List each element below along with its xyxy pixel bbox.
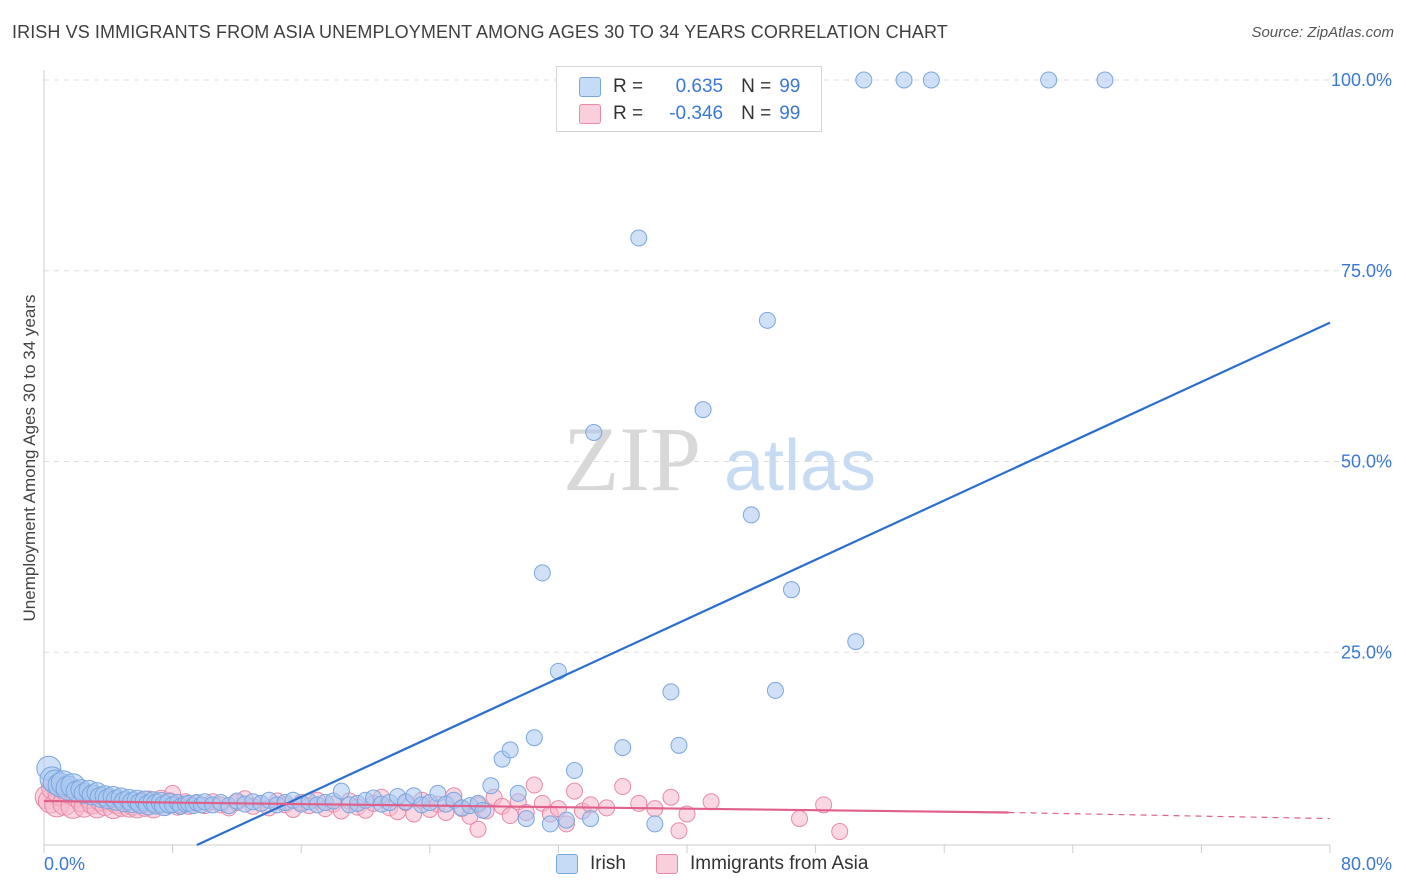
y-axis-label: Unemployment Among Ages 30 to 34 years (20, 294, 39, 622)
data-point-irish (557, 811, 575, 829)
chart-title: IRISH VS IMMIGRANTS FROM ASIA UNEMPLOYME… (12, 22, 948, 42)
legend-item-immigrants[interactable]: Immigrants from Asia (656, 850, 868, 878)
legend-label-immigrants: Immigrants from Asia (690, 853, 869, 874)
data-point-irish (509, 784, 527, 802)
data-point-immigrants (614, 778, 632, 796)
data-point-immigrants (678, 805, 696, 823)
y-tick-label: 25.0% (1341, 642, 1392, 662)
legend-r-label: R = (613, 76, 644, 97)
data-point-immigrants (469, 820, 487, 838)
legend-r-label: R = (613, 103, 644, 124)
data-point-immigrants (831, 823, 849, 841)
watermark-atlas: atlas (724, 426, 876, 506)
data-point-irish (332, 782, 350, 800)
data-point-immigrants (815, 796, 833, 814)
data-point-irish (614, 739, 632, 757)
legend-label-irish: Irish (590, 853, 626, 874)
data-point-immigrants (791, 810, 809, 828)
data-point-irish (517, 810, 535, 828)
data-point-immigrants (670, 822, 688, 840)
data-point-irish (582, 810, 600, 828)
data-point-irish (1040, 71, 1058, 89)
data-point-irish (694, 401, 712, 419)
data-point-immigrants (565, 782, 583, 800)
y-tick-label: 100.0% (1331, 70, 1392, 90)
legend-n-value-irish: 99 (779, 76, 801, 97)
watermark-zip: ZIP (563, 408, 701, 510)
data-point-irish (501, 741, 519, 759)
trend-line-immigrants (43, 799, 1009, 814)
data-point-irish (585, 424, 603, 442)
data-point-irish (565, 762, 583, 780)
data-point-irish (758, 311, 776, 329)
data-point-irish (474, 801, 492, 819)
legend-swatch-irish (579, 77, 601, 97)
data-point-irish (541, 815, 559, 833)
data-point-immigrants (662, 788, 680, 806)
data-point-irish (1096, 71, 1114, 89)
data-point-irish (742, 506, 760, 524)
data-point-irish (847, 633, 865, 651)
trend-lines (43, 321, 1331, 846)
legend-r-value-irish: 0.635 (675, 76, 724, 97)
legend-n-value-immigrants: 99 (779, 103, 801, 124)
data-point-irish (630, 229, 648, 247)
correlation-legend: R = 0.635 N = 99 R = -0.346 N = 99 (556, 66, 822, 132)
data-point-irish (922, 71, 940, 89)
legend-n-label: N = (741, 103, 772, 124)
trend-line-immigrants-extension (1008, 811, 1331, 820)
legend-item-irish[interactable]: Irish (556, 850, 626, 878)
source-credit: Source: ZipAtlas.com (1251, 24, 1394, 41)
y-tick-label: 75.0% (1341, 261, 1392, 281)
data-point-irish (533, 564, 551, 582)
data-point-irish (482, 777, 500, 795)
legend-swatch-immigrants (579, 104, 601, 124)
data-point-irish (766, 681, 784, 699)
legend-r-value-immigrants: -0.346 (669, 103, 724, 124)
legend-row-irish: R = 0.635 N = 99 (579, 75, 800, 99)
series-legend: Irish Immigrants from Asia (0, 850, 1406, 878)
legend-n-label: N = (741, 76, 772, 97)
data-point-irish (525, 729, 543, 747)
x-tick-label: 80.0% (1341, 854, 1392, 874)
grid-lines (44, 79, 1392, 653)
legend-swatch-immigrants (656, 854, 678, 874)
data-point-irish (782, 581, 800, 599)
data-point-irish (895, 71, 913, 89)
data-point-irish (662, 683, 680, 701)
legend-swatch-irish (556, 854, 578, 874)
data-point-irish (855, 71, 873, 89)
trend-line-irish (196, 321, 1331, 846)
y-tick-label: 50.0% (1341, 452, 1392, 472)
data-point-immigrants (525, 776, 543, 794)
legend-row-immigrants: R = -0.346 N = 99 (579, 102, 800, 126)
data-point-irish (646, 815, 664, 833)
x-tick-label: 0.0% (44, 854, 85, 874)
data-point-irish (670, 736, 688, 754)
watermark: ZIP atlas (563, 408, 876, 510)
axes (43, 70, 1331, 853)
tick-labels: 25.0% 50.0% 75.0% 100.0% 0.0% 80.0% (44, 70, 1392, 874)
data-point-immigrants (702, 793, 720, 811)
